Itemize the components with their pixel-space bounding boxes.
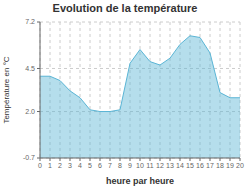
- svg-text:6: 6: [98, 162, 102, 169]
- svg-text:0: 0: [38, 162, 42, 169]
- svg-text:-0.7: -0.7: [23, 154, 35, 161]
- svg-text:Température en °C: Température en °C: [8, 56, 11, 123]
- svg-text:4.5: 4.5: [25, 65, 35, 72]
- svg-text:4: 4: [78, 162, 82, 169]
- svg-text:8: 8: [118, 162, 122, 169]
- svg-text:9: 9: [128, 162, 132, 169]
- svg-text:3: 3: [68, 162, 72, 169]
- svg-text:5: 5: [88, 162, 92, 169]
- svg-text:7.2: 7.2: [25, 18, 35, 25]
- svg-text:20: 20: [236, 162, 242, 169]
- svg-text:19: 19: [226, 162, 234, 169]
- svg-text:13: 13: [166, 162, 174, 169]
- svg-text:16: 16: [196, 162, 204, 169]
- svg-text:17: 17: [206, 162, 214, 169]
- html-text:Evolution de la température: Evolution de la température: [52, 2, 198, 14]
- svg-text:1: 1: [48, 162, 52, 169]
- svg-text:10: 10: [136, 162, 144, 169]
- svg-text:heure par heure: heure par heure: [106, 176, 174, 186]
- svg-text:11: 11: [146, 162, 153, 169]
- svg-text:14: 14: [176, 162, 184, 169]
- svg-text:18: 18: [216, 162, 224, 169]
- svg-text:12: 12: [156, 162, 164, 169]
- svg-text:15: 15: [186, 162, 194, 169]
- svg-text:2: 2: [58, 162, 62, 169]
- svg-text:7: 7: [108, 162, 112, 169]
- svg-text:2.0: 2.0: [25, 108, 35, 115]
